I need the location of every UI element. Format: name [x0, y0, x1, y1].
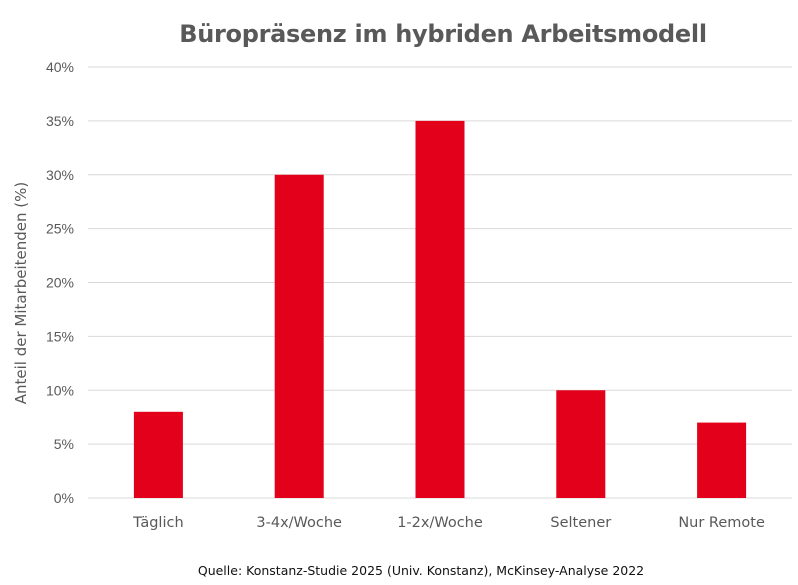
- y-axis-ticks: 0% 5% 10% 15% 20% 25% 30% 35% 40%: [46, 59, 74, 506]
- bar: [556, 390, 606, 498]
- x-axis-categories: Täglich 3-4x/Woche 1-2x/Woche Seltener Nur R…: [132, 515, 765, 531]
- y-axis-label: Anteil der Mitarbeitenden (%): [12, 182, 30, 405]
- y-tick-label: 15%: [46, 328, 74, 344]
- chart-title: Büropräsenz im hybriden Arbeitsmodell: [179, 20, 707, 48]
- x-category-label: Nur Remote: [678, 515, 765, 531]
- y-tick-label: 20%: [46, 275, 74, 291]
- y-tick-label: 5%: [54, 436, 74, 452]
- y-tick-label: 25%: [46, 221, 74, 237]
- y-tick-label: 10%: [46, 382, 74, 398]
- source-note: Quelle: Konstanz-Studie 2025 (Univ. Kons…: [197, 563, 645, 578]
- bar: [697, 422, 747, 498]
- bar: [415, 120, 465, 498]
- bar: [133, 411, 183, 498]
- y-tick-label: 35%: [46, 113, 74, 129]
- x-category-label: Täglich: [132, 515, 183, 531]
- y-tick-label: 40%: [46, 59, 74, 75]
- bar: [274, 174, 324, 498]
- x-category-label: 3-4x/Woche: [256, 515, 342, 531]
- bars: [133, 120, 747, 498]
- y-tick-label: 0%: [54, 490, 74, 506]
- x-category-label: 1-2x/Woche: [397, 515, 483, 531]
- y-tick-label: 30%: [46, 167, 74, 183]
- x-category-label: Seltener: [550, 515, 611, 531]
